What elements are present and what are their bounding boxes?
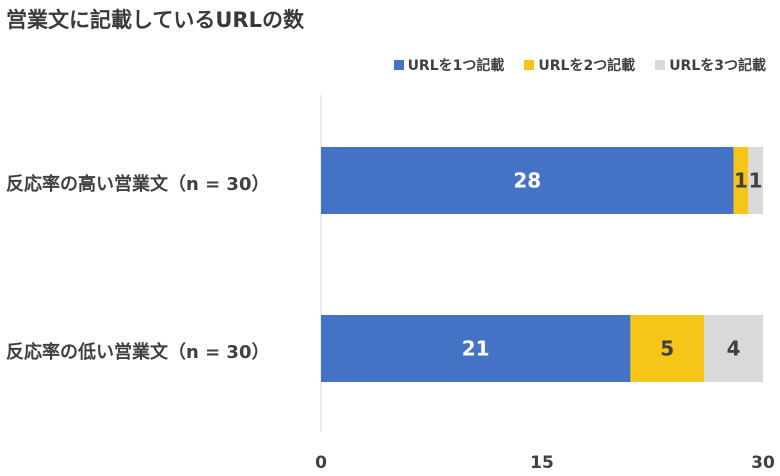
legend: URLを1つ記載 URLを2つ記載 URLを3つ記載: [393, 55, 766, 75]
data-label: 4: [727, 337, 741, 361]
legend-label: URLを3つ記載: [669, 58, 766, 74]
bar-segment: [630, 315, 705, 382]
bar-segment: [704, 315, 763, 382]
data-label: 1: [734, 169, 748, 193]
legend-swatch: [655, 60, 666, 70]
legend-label: URLを2つ記載: [538, 58, 636, 74]
legend-item: URLを2つ記載: [524, 55, 635, 75]
chart-title: 営業文に記載しているURLの数: [6, 8, 304, 32]
bar-segment: [733, 147, 749, 214]
data-label: 5: [660, 337, 674, 361]
data-label: 28: [513, 169, 541, 193]
category-label: 反応率の高い営業文（n = 30）: [6, 174, 270, 195]
data-label: 1: [749, 169, 763, 193]
legend-label: URLを1つ記載: [407, 58, 505, 74]
data-label: 21: [462, 337, 490, 361]
bar-segment: [748, 147, 763, 214]
bar-segment: [321, 147, 734, 214]
legend-item: URLを1つ記載: [393, 55, 505, 75]
bar-segment: [321, 315, 631, 382]
x-tick-label: 15: [530, 453, 554, 473]
legend-swatch: [524, 60, 535, 70]
x-tick-label: 0: [315, 453, 327, 473]
legend-swatch: [393, 60, 404, 70]
legend-item: URLを3つ記載: [655, 55, 766, 75]
category-label: 反応率の低い営業文（n = 30）: [6, 342, 270, 363]
x-tick-label: 30: [751, 453, 775, 473]
